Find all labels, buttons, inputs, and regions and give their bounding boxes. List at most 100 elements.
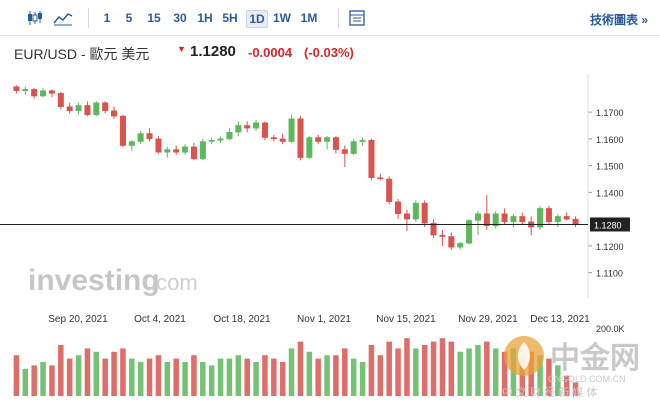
candlestick-icon[interactable] — [24, 8, 46, 28]
candle-body — [235, 125, 242, 133]
volume-bar — [208, 365, 215, 396]
table-icon[interactable] — [346, 8, 368, 28]
timeframe-button-5[interactable]: 5 — [125, 11, 133, 25]
volume-bar — [466, 348, 472, 396]
technical-chart-link[interactable]: 技術圖表 » — [589, 13, 648, 27]
timeframe-button-1[interactable]: 1 — [103, 11, 111, 25]
timeframe-button-1h[interactable]: 1H — [197, 11, 213, 25]
candle-body — [119, 115, 126, 146]
candle — [324, 136, 331, 150]
area-chart-icon[interactable] — [52, 8, 74, 28]
candle — [492, 211, 499, 229]
volume-bar — [555, 365, 561, 396]
volume-bar — [155, 355, 162, 396]
volume-bar — [111, 351, 117, 396]
timeframe-button-30[interactable]: 30 — [173, 11, 187, 25]
candle — [350, 138, 357, 155]
date-axis-label: Oct 4, 2021 — [134, 314, 186, 325]
volume-bar — [173, 358, 179, 396]
timeframe-button-1m[interactable]: 1M — [300, 11, 318, 25]
candle-body — [368, 139, 375, 178]
volume-bar — [439, 338, 446, 396]
candle — [137, 130, 144, 145]
candle — [279, 133, 286, 145]
candle-body — [572, 218, 579, 225]
candle-body — [128, 141, 135, 146]
chart-toolbar: 1 5 15 30 1H 5H 1D 1W 1M 技術圖表 » — [0, 0, 660, 36]
candle-body — [155, 138, 162, 153]
candle — [173, 145, 180, 155]
instrument-name: EUR/USD - 歐元 美元 — [14, 46, 150, 62]
candle — [439, 229, 446, 246]
candle — [403, 209, 410, 232]
volume-bar — [120, 348, 126, 396]
candle — [199, 138, 206, 161]
candle-body — [48, 90, 55, 94]
candle-body — [244, 125, 251, 129]
candle — [31, 88, 38, 99]
volume-bar — [226, 358, 233, 396]
price-change-percent: (-0.03%) — [304, 45, 354, 60]
candle-body — [457, 242, 464, 248]
volume-bar — [217, 358, 224, 396]
timeframe-button-15[interactable]: 15 — [147, 11, 161, 25]
volume-bar — [537, 355, 543, 396]
date-axis-label: Nov 29, 2021 — [458, 314, 518, 325]
volume-bar — [315, 358, 321, 396]
candle — [528, 216, 535, 236]
volume-bar — [182, 362, 188, 396]
down-arrow-icon: ▼ — [177, 44, 186, 54]
price-axis-label: 1.1500 — [596, 162, 624, 172]
candle — [448, 232, 455, 250]
candle-body — [297, 118, 304, 158]
cngold-logo-text: 中金网 — [550, 341, 640, 375]
candle — [297, 116, 304, 161]
volume-bar — [546, 358, 552, 396]
candle — [412, 200, 419, 222]
candle — [466, 219, 473, 245]
candle-body — [13, 86, 20, 91]
volume-bar — [404, 338, 410, 396]
candle-body — [279, 138, 286, 142]
timeframe-button-1w[interactable]: 1W — [273, 11, 291, 25]
volume-bar — [492, 348, 499, 396]
price-axis-label: 1.1700 — [596, 108, 624, 118]
volume-bar — [457, 351, 463, 396]
candle-body — [182, 146, 189, 153]
volume-bar — [324, 355, 330, 396]
volume-bar — [129, 358, 135, 396]
candle — [155, 136, 162, 154]
timeframe-button-5h[interactable]: 5H — [222, 11, 238, 25]
price-chart[interactable]: investing .com 1.1700 1.1600 1.1500 1.1400 1… — [0, 66, 660, 409]
candle-body — [412, 202, 419, 220]
candle — [13, 85, 20, 94]
candle-body — [40, 90, 47, 97]
candle-body — [190, 146, 197, 160]
investing-watermark: investing .com — [28, 264, 198, 297]
volume-bar — [395, 348, 401, 396]
candle — [457, 241, 464, 250]
candle — [510, 213, 517, 228]
volume-bar — [49, 365, 55, 396]
volume-bar — [306, 351, 313, 396]
cngold-subtitle: 中 文 财 经 新 媒 体 — [502, 385, 597, 399]
candlestick-chart-svg[interactable]: investing .com 1.1700 1.1600 1.1500 1.1400 1… — [0, 66, 660, 409]
volume-bar — [342, 348, 348, 396]
candle-body — [146, 133, 153, 140]
candle-body — [554, 216, 561, 223]
timeframe-button-1d[interactable]: 1D — [246, 10, 268, 28]
candle — [22, 86, 29, 95]
volume-bar — [271, 358, 277, 396]
candle — [545, 205, 552, 225]
date-axis-label: Oct 18, 2021 — [213, 314, 271, 325]
candle — [102, 101, 109, 114]
candle-body — [57, 93, 64, 108]
candle-body — [341, 149, 348, 154]
volume-bar — [359, 362, 366, 396]
candle-body — [421, 202, 428, 224]
volume-bar — [297, 341, 304, 396]
candle — [217, 136, 224, 143]
volume-bar — [13, 355, 20, 396]
volume-bar — [58, 345, 64, 396]
candle-body — [492, 213, 499, 227]
